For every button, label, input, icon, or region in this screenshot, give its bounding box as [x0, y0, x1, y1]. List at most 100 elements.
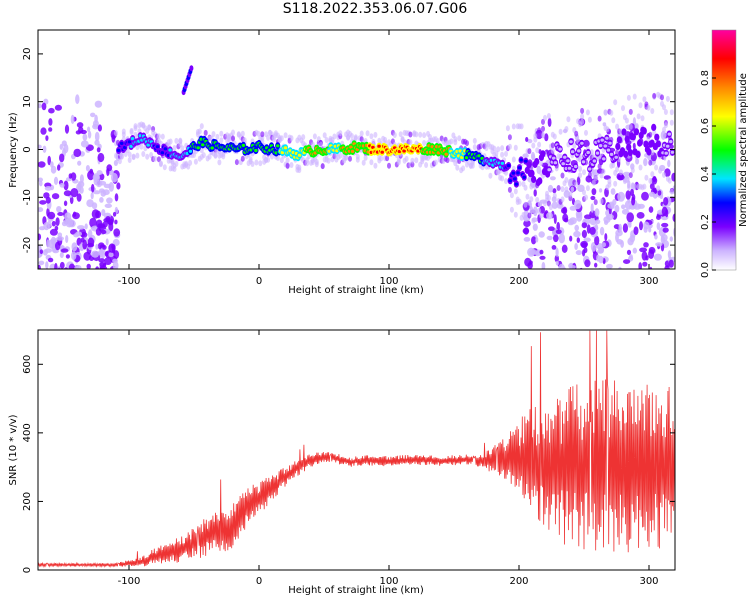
- noise-blob: [48, 278, 56, 286]
- halo-blob: [531, 142, 536, 149]
- noise-blob: [614, 204, 620, 213]
- halo-blob: [201, 152, 206, 159]
- noise-blob: [535, 237, 539, 243]
- noise-blob: [557, 309, 561, 319]
- noise-blob: [649, 266, 653, 269]
- halo-blob: [615, 123, 620, 130]
- ridge-core: [500, 161, 505, 165]
- noise-blob: [111, 369, 116, 378]
- noise-blob: [75, 309, 82, 318]
- halo-blob: [312, 133, 317, 140]
- halo-blob: [139, 143, 144, 150]
- noise-blob: [62, 273, 68, 283]
- noise-blob: [88, 280, 95, 288]
- snr-x-tick-label: -100: [118, 576, 141, 587]
- snr-x-tick-label: 300: [639, 576, 658, 587]
- noise-blob: [104, 251, 109, 257]
- halo-blob: [632, 183, 637, 190]
- noise-blob: [106, 197, 113, 204]
- halo-blob: [535, 196, 540, 203]
- halo-blob: [117, 158, 122, 165]
- noise-blob: [63, 180, 69, 191]
- noise-blob: [68, 173, 73, 179]
- noise-blob: [649, 183, 655, 190]
- noise-blob: [70, 284, 76, 290]
- halo-blob: [455, 164, 460, 171]
- noise-blob: [98, 332, 103, 341]
- noise-blob: [115, 350, 121, 355]
- noise-blob: [83, 399, 89, 407]
- halo-blob: [574, 181, 579, 188]
- halo-blob: [379, 155, 384, 162]
- noise-blob: [55, 338, 59, 343]
- halo-blob: [398, 131, 403, 138]
- figure-title: S118.2022.353.06.07.G06: [282, 1, 468, 17]
- halo-blob: [613, 99, 618, 106]
- halo-blob: [523, 215, 528, 222]
- noise-blob: [50, 272, 56, 278]
- noise-blob: [653, 253, 662, 261]
- noise-blob: [108, 252, 114, 258]
- ridge-core: [514, 182, 519, 186]
- noise-blob: [95, 346, 101, 350]
- noise-blob: [624, 200, 633, 210]
- noise-blob: [71, 242, 78, 252]
- noise-blob: [61, 221, 68, 227]
- noise-blob: [90, 192, 94, 200]
- noise-blob: [71, 251, 77, 261]
- ridge-core: [626, 145, 631, 149]
- noise-blob: [111, 244, 116, 249]
- noise-blob: [589, 226, 596, 235]
- noise-blob: [91, 374, 95, 381]
- noise-blob: [72, 332, 80, 341]
- noise-blob: [79, 403, 82, 408]
- halo-blob: [622, 178, 627, 185]
- ridge-core: [667, 132, 672, 136]
- ridge-core: [567, 166, 572, 170]
- noise-blob: [66, 302, 71, 307]
- noise-blob: [46, 377, 52, 385]
- noise-blob: [588, 282, 593, 288]
- ridge-core: [508, 179, 512, 183]
- halo-blob: [513, 211, 518, 218]
- spectrogram-y-axis-label: Frequency (Hz): [8, 112, 19, 188]
- noise-blob: [107, 299, 110, 309]
- halo-blob: [470, 159, 475, 166]
- halo-blob: [338, 130, 343, 137]
- noise-blob: [86, 301, 94, 309]
- noise-blob: [581, 229, 588, 239]
- halo-blob: [642, 96, 647, 103]
- halo-blob: [435, 138, 440, 144]
- ridge-core: [531, 177, 536, 181]
- noise-blob: [77, 181, 82, 191]
- noise-blob: [98, 258, 105, 263]
- snr-y-tick-label: 0: [22, 567, 33, 573]
- noise-blob: [68, 309, 73, 315]
- noise-blob: [56, 407, 62, 411]
- halo-blob: [580, 113, 585, 120]
- noise-blob: [93, 316, 100, 322]
- halo-blob: [254, 159, 259, 166]
- halo-blob: [599, 198, 604, 205]
- halo-blob: [669, 119, 674, 126]
- noise-blob: [46, 317, 51, 324]
- noise-blob: [626, 212, 634, 223]
- noise-blob: [64, 406, 68, 414]
- ridge-core: [275, 144, 280, 148]
- spectrogram-y-tick-label: 10: [22, 95, 33, 108]
- noise-blob: [628, 254, 633, 260]
- halo-blob: [513, 144, 518, 151]
- noise-blob: [108, 315, 114, 324]
- halo-blob: [628, 108, 633, 115]
- noise-blob: [75, 283, 79, 293]
- noise-blob: [66, 308, 74, 317]
- noise-blob: [667, 250, 672, 259]
- ridge-core: [541, 152, 545, 156]
- noise-blob: [38, 207, 44, 213]
- noise-blob: [106, 313, 111, 321]
- noise-blob: [38, 177, 43, 183]
- halo-blob: [320, 163, 325, 170]
- noise-blob: [668, 259, 674, 268]
- halo-blob: [597, 163, 602, 170]
- halo-blob: [593, 199, 598, 206]
